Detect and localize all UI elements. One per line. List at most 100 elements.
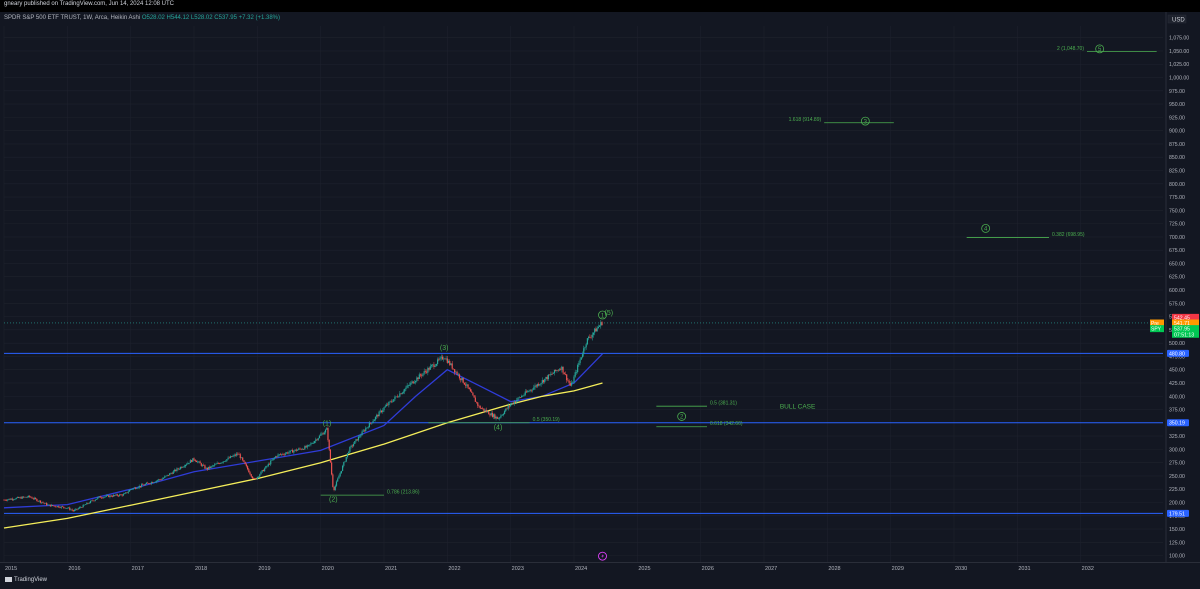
circled-wave-marker (677, 412, 687, 421)
candle-body (49, 504, 51, 507)
price-tick-label: 100.00 (1169, 554, 1185, 560)
candle-body (427, 368, 429, 373)
candle-body (482, 408, 484, 410)
fib-level-label: 1.618 (914.89) (789, 117, 822, 123)
candle-body (87, 502, 89, 504)
candle-body (4, 499, 6, 501)
candle-body (310, 443, 312, 445)
candle-body (560, 369, 562, 370)
candle-body (172, 471, 174, 474)
candle-body (338, 476, 340, 479)
candle-body (506, 408, 508, 410)
circled-wave-marker (981, 223, 991, 233)
top-bar: gneary published on TradingView.com, Jun… (0, 0, 1200, 12)
candle-body (566, 374, 568, 381)
circled-wave-marker (598, 310, 607, 320)
candle-body (535, 385, 537, 387)
candle-body (268, 463, 271, 465)
price-tick-label: 825.00 (1169, 168, 1185, 174)
candle-body (391, 401, 394, 403)
candle-body (564, 374, 567, 375)
candle-body (538, 384, 540, 386)
candle-body (259, 474, 261, 477)
candle-body (372, 421, 374, 423)
candle-body (61, 506, 64, 508)
time-tick-label: 2015 (5, 566, 17, 572)
symbol-name: SPDR S&P 500 ETF TRUST, 1W, Arca, Heikin… (4, 15, 141, 21)
circled-wave-marker (1095, 44, 1105, 54)
candle-body (285, 452, 288, 454)
candle-body (65, 508, 67, 509)
time-axis: 2015 2016 2017 2018 2019 2020 2021 2022 2023 2024… (0, 562, 1200, 572)
candle-body (320, 434, 322, 436)
candle-body (549, 374, 551, 376)
candle-body (181, 467, 183, 468)
candle-body (324, 429, 327, 433)
price-tick-label: 925.00 (1169, 115, 1185, 121)
candle-body (500, 415, 502, 418)
candle-body (531, 389, 534, 391)
candle-body (233, 454, 235, 456)
candle-body (189, 460, 191, 463)
candle-body (14, 499, 16, 500)
candle-body (528, 391, 530, 392)
candle-body (421, 375, 423, 377)
candle-body (273, 457, 275, 459)
currency-button[interactable] (1167, 14, 1187, 24)
candle-body (150, 482, 152, 484)
candle-body (276, 456, 278, 457)
candle-body (428, 368, 430, 370)
candle-body (496, 416, 498, 419)
candle-body (248, 469, 250, 473)
candle-body (356, 439, 358, 441)
candle-body (380, 410, 383, 413)
candle-body (80, 507, 82, 508)
candle-body (362, 430, 364, 432)
fib-level-label: 0.786 (213.86) (387, 490, 420, 496)
candle-body (433, 364, 435, 367)
candle-body (387, 404, 389, 406)
candle-body (104, 496, 106, 498)
price-tag (1172, 313, 1199, 321)
candle-body (436, 359, 439, 364)
candle-body (145, 482, 148, 485)
price-tick-label: 650.00 (1169, 261, 1185, 267)
candle-body (357, 436, 360, 441)
price-tag-label: 537.95 (1174, 327, 1190, 333)
candle-body (452, 368, 455, 370)
candle-body (229, 456, 232, 459)
candle-body (511, 402, 513, 405)
candle-body (85, 504, 87, 506)
price-tick-label: 800.00 (1169, 182, 1185, 188)
candle-body (210, 466, 212, 468)
candle-body (41, 502, 43, 503)
candle-body (370, 422, 372, 424)
price-tag-label: 07:51:13 (1174, 332, 1194, 338)
candle-body (289, 450, 291, 453)
candle-body (33, 497, 36, 499)
candle-body (136, 488, 138, 489)
wave-label: (4) (494, 425, 503, 432)
candle-body (132, 488, 134, 490)
candle-body (430, 365, 433, 367)
candle-body (411, 381, 413, 383)
circled-wave-label: 2 (680, 415, 684, 421)
candle-body (355, 439, 357, 442)
candle-body (53, 505, 55, 507)
candle-body (180, 467, 182, 469)
circled-wave-marker (860, 116, 870, 126)
candle-body (468, 387, 470, 390)
candle-body (86, 502, 88, 505)
time-tick-label: 2019 (258, 566, 270, 572)
candle-body (47, 504, 49, 506)
moving-average-slow (3, 382, 603, 529)
candle-body (88, 503, 90, 504)
candle-body (408, 384, 411, 386)
candle-body (405, 387, 407, 390)
candle-body (542, 380, 545, 383)
candle-body (70, 509, 72, 511)
candle-body (389, 401, 391, 402)
candle-body (467, 384, 469, 388)
candle-body (519, 397, 522, 398)
